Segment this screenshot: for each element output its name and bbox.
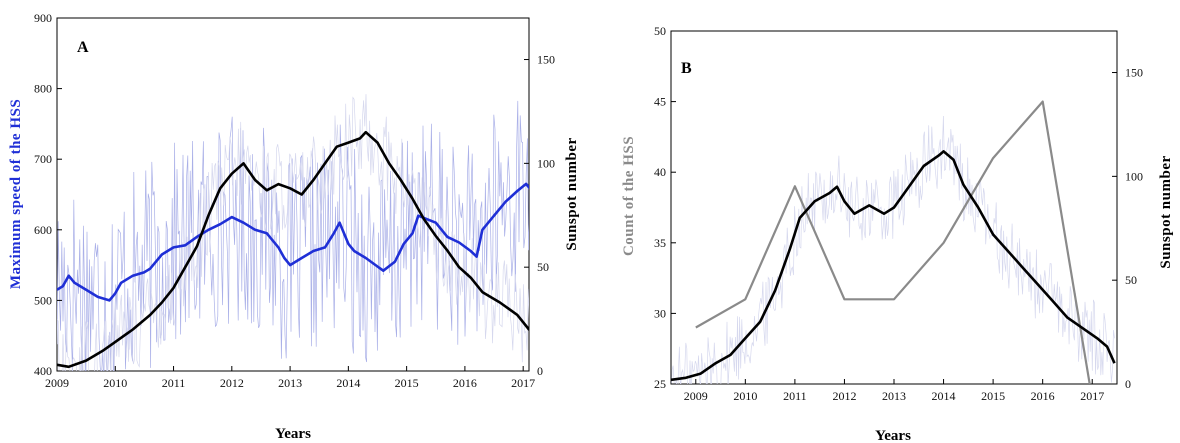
y-tick-label-left: 400 <box>34 364 52 378</box>
x-tick-label: 2011 <box>783 389 807 403</box>
y-tick-label-left: 800 <box>34 82 52 96</box>
count-series-line <box>695 100 1091 384</box>
plot-area <box>671 100 1116 384</box>
chart-panel-a: A Years Maximum speed of the HSS Sunspot… <box>8 11 580 442</box>
y-tick-label-right: 0 <box>537 364 543 378</box>
x-tick-label: 2013 <box>882 389 906 403</box>
y-tick-label-left: 900 <box>34 11 52 25</box>
y-tick-label-right: 150 <box>537 53 555 67</box>
speed-series-line <box>57 182 529 302</box>
y-tick-label-left: 35 <box>654 236 666 250</box>
x-tick-label: 2015 <box>981 389 1005 403</box>
x-tick-label: 2012 <box>832 389 856 403</box>
y-tick-label-left: 45 <box>654 95 666 109</box>
y-tick-label-left: 700 <box>34 152 52 166</box>
sunspot-series-line <box>57 130 529 369</box>
panel-label: A <box>77 39 89 56</box>
x-tick-label: 2014 <box>336 376 360 390</box>
x-tick-label: 2014 <box>932 389 956 403</box>
x-tick-label: 2016 <box>453 376 477 390</box>
chart-panel-b: B Years Count of the HSS Sunspot number … <box>621 24 1174 443</box>
x-axis-label: Years <box>875 428 911 443</box>
y-tick-label-right: 100 <box>537 156 555 170</box>
x-axis-label: Years <box>275 426 311 442</box>
x-tick-label: 2013 <box>278 376 302 390</box>
y-tick-label-left: 25 <box>654 377 666 391</box>
x-tick-label: 2010 <box>733 389 757 403</box>
x-tick-label: 2015 <box>395 376 419 390</box>
panel-label: B <box>681 60 692 77</box>
sunspot-raw-trace <box>57 94 529 371</box>
y-tick-label-left: 30 <box>654 306 666 320</box>
y-tick-label-right: 0 <box>1125 377 1131 391</box>
y-tick-label-left: 40 <box>654 165 666 179</box>
y-axis-label-left: Maximum speed of the HSS <box>8 99 24 289</box>
x-tick-label: 2011 <box>162 376 186 390</box>
y-tick-label-left: 500 <box>34 293 52 307</box>
y-tick-label-right: 100 <box>1125 169 1143 183</box>
x-tick-label: 2016 <box>1031 389 1055 403</box>
x-tick-label: 2012 <box>220 376 244 390</box>
x-tick-label: 2017 <box>1080 389 1104 403</box>
sunspot-series-line <box>671 150 1116 382</box>
y-tick-label-right: 150 <box>1125 66 1143 80</box>
chart-frame <box>56 17 530 372</box>
y-tick-label-left: 50 <box>654 24 666 38</box>
speed-raw-trace <box>57 100 529 371</box>
x-tick-label: 2009 <box>684 389 708 403</box>
y-tick-label-right: 50 <box>1125 273 1137 287</box>
y-tick-label-right: 50 <box>537 260 549 274</box>
y-axis-label-left: Count of the HSS <box>621 136 637 256</box>
x-tick-label: 2010 <box>103 376 127 390</box>
x-tick-label: 2009 <box>45 376 69 390</box>
y-axis-label-right: Sunspot number <box>1158 155 1174 268</box>
sunspot-raw-trace <box>671 115 1115 384</box>
y-axis-label-right: Sunspot number <box>564 137 580 250</box>
x-tick-label: 2017 <box>511 376 535 390</box>
y-tick-label-left: 600 <box>34 223 52 237</box>
plot-area <box>57 94 529 371</box>
